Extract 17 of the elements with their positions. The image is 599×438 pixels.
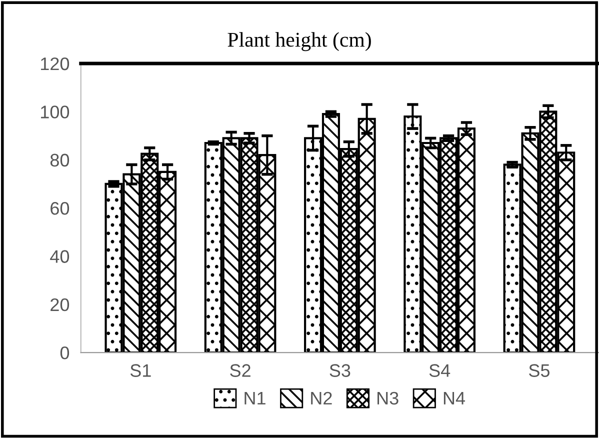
y-tick-label: 60 <box>50 202 70 215</box>
x-tick-label: S5 <box>528 364 550 377</box>
x-tick-label: S2 <box>230 364 250 377</box>
x-tick-label: S1 <box>130 364 151 377</box>
legend-label: N2 <box>311 392 332 404</box>
y-tick-label: 20 <box>50 298 70 312</box>
y-tick-label: 100 <box>41 106 70 118</box>
legend-label: N3 <box>378 392 398 405</box>
x-tick-label: S3 <box>330 364 350 377</box>
y-tick-label: 40 <box>50 250 70 263</box>
legend-label: N4 <box>444 392 466 404</box>
x-tick-label: S4 <box>429 364 450 377</box>
chart-title: Plant height (cm) <box>228 32 371 52</box>
y-tick-label: 120 <box>41 57 70 70</box>
y-tick-label: 0 <box>60 346 70 360</box>
y-tick-label: 80 <box>50 154 70 167</box>
legend-label: N1 <box>244 392 266 404</box>
